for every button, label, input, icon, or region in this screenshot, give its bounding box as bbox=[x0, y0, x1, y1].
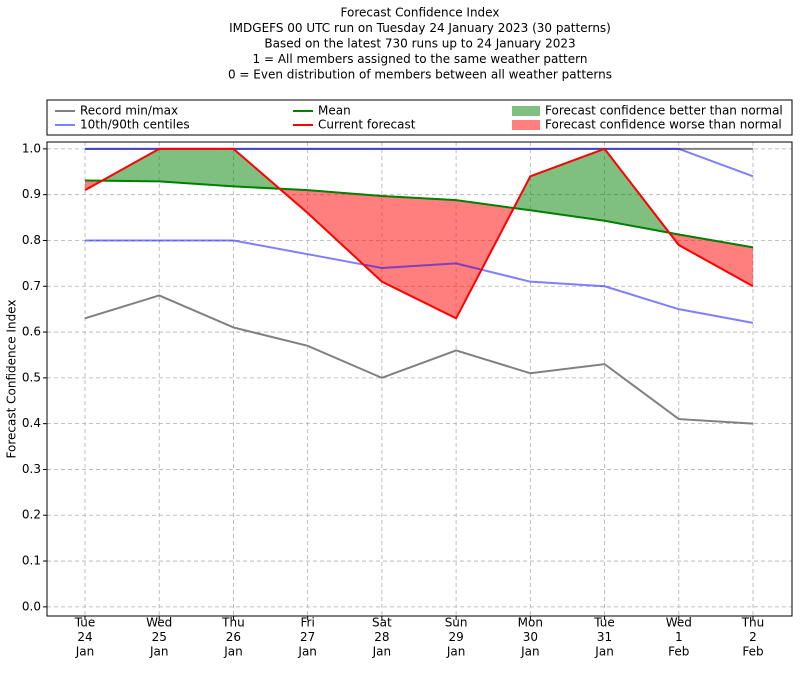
x-tick-label: Thu bbox=[221, 616, 245, 630]
legend-label: Forecast confidence worse than normal bbox=[545, 118, 782, 132]
y-tick-label: 0.9 bbox=[22, 187, 41, 201]
x-tick-label: 1 bbox=[675, 630, 683, 644]
y-tick-label: 1.0 bbox=[22, 141, 41, 155]
y-axis-label: Forecast Confidence Index bbox=[5, 300, 19, 459]
x-tick-label: Jan bbox=[297, 645, 317, 659]
x-tick-label: 26 bbox=[226, 630, 241, 644]
x-tick-label: 27 bbox=[300, 630, 315, 644]
x-tick-label: Jan bbox=[223, 645, 243, 659]
x-tick-label: 29 bbox=[448, 630, 463, 644]
x-tick-label: Feb bbox=[668, 645, 689, 659]
confidence-fill bbox=[530, 148, 605, 221]
plot-frame bbox=[46, 141, 793, 617]
x-tick-label: Jan bbox=[372, 645, 392, 659]
legend-label: 10th/90th centiles bbox=[80, 118, 190, 132]
x-tick-label: Wed bbox=[666, 616, 692, 630]
legend-label: Mean bbox=[318, 104, 351, 118]
y-tick-label: 0.1 bbox=[22, 554, 41, 568]
chart-title: 0 = Even distribution of members between… bbox=[228, 68, 612, 82]
legend-label: Current forecast bbox=[318, 118, 416, 132]
confidence-fill bbox=[307, 190, 382, 282]
x-tick-label: Fri bbox=[301, 616, 315, 630]
legend-patch bbox=[512, 120, 540, 130]
chart-title: Forecast Confidence Index bbox=[341, 6, 500, 20]
x-tick-label: Mon bbox=[518, 616, 543, 630]
x-tick-label: 28 bbox=[374, 630, 389, 644]
y-tick-label: 0.6 bbox=[22, 325, 41, 339]
y-tick-label: 0.3 bbox=[22, 462, 41, 476]
x-tick-label: 31 bbox=[597, 630, 612, 644]
series-line bbox=[84, 179, 754, 249]
chart-title: Based on the latest 730 runs up to 24 Ja… bbox=[264, 37, 575, 51]
x-tick-label: Jan bbox=[446, 645, 466, 659]
x-tick-label: Jan bbox=[594, 645, 614, 659]
y-tick-label: 0.2 bbox=[22, 508, 41, 522]
legend-patch bbox=[512, 106, 540, 116]
legend-label: Forecast confidence better than normal bbox=[545, 104, 783, 118]
x-tick-label: Jan bbox=[149, 645, 169, 659]
x-tick-label: Tue bbox=[593, 616, 615, 630]
x-tick-label: 30 bbox=[523, 630, 538, 644]
x-tick-label: Jan bbox=[75, 645, 95, 659]
x-tick-label: Sat bbox=[372, 616, 392, 630]
y-tick-label: 0.7 bbox=[22, 279, 41, 293]
series-line bbox=[84, 147, 754, 320]
y-tick-label: 0.0 bbox=[22, 599, 41, 613]
lower-line bbox=[85, 239, 754, 324]
y-tick-label: 0.4 bbox=[22, 416, 41, 430]
x-tick-label: 2 bbox=[749, 630, 757, 644]
x-tick-label: 24 bbox=[77, 630, 92, 644]
x-tick-label: Tue bbox=[74, 616, 96, 630]
confidence-fill bbox=[678, 234, 753, 287]
lower-line bbox=[84, 294, 754, 425]
x-tick-label: Sun bbox=[445, 616, 468, 630]
x-tick-label: 25 bbox=[152, 630, 167, 644]
chart-title: IMDGEFS 00 UTC run on Tuesday 24 January… bbox=[229, 21, 611, 35]
chart-title: 1 = All members assigned to the same wea… bbox=[253, 52, 588, 66]
y-tick-label: 0.8 bbox=[22, 233, 41, 247]
x-tick-label: Jan bbox=[520, 645, 540, 659]
x-tick-label: Wed bbox=[146, 616, 172, 630]
x-tick-label: Thu bbox=[741, 616, 765, 630]
x-tick-label: Feb bbox=[742, 645, 763, 659]
confidence-fill bbox=[381, 196, 457, 319]
legend-box bbox=[46, 99, 793, 136]
y-tick-label: 0.5 bbox=[22, 370, 41, 384]
legend-label: Record min/max bbox=[80, 104, 178, 118]
confidence-fill bbox=[159, 148, 234, 187]
